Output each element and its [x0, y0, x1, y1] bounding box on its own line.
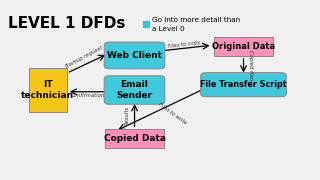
FancyBboxPatch shape — [104, 42, 165, 69]
FancyBboxPatch shape — [214, 37, 273, 56]
Text: a Level 0: a Level 0 — [152, 26, 185, 32]
Text: Web Client: Web Client — [107, 51, 162, 60]
Text: IT
technician: IT technician — [21, 80, 74, 100]
FancyBboxPatch shape — [201, 73, 286, 97]
Text: Backup request: Backup request — [65, 45, 104, 69]
Text: Confirmation: Confirmation — [70, 93, 105, 98]
Text: Original Data: Original Data — [212, 42, 275, 51]
Text: Files to copy: Files to copy — [168, 40, 201, 49]
Text: Copied Data: Copied Data — [104, 134, 165, 143]
Text: Copied files: Copied files — [248, 50, 253, 81]
Text: Files to write: Files to write — [158, 102, 188, 125]
FancyBboxPatch shape — [105, 129, 164, 148]
Text: Go into more detail than: Go into more detail than — [152, 17, 240, 23]
Text: Results: Results — [125, 105, 130, 125]
FancyBboxPatch shape — [104, 76, 165, 104]
Text: LEVEL 1 DFDs: LEVEL 1 DFDs — [8, 16, 125, 31]
Text: Email
Sender: Email Sender — [116, 80, 153, 100]
Text: File Transfer Script: File Transfer Script — [200, 80, 287, 89]
FancyBboxPatch shape — [28, 68, 67, 112]
